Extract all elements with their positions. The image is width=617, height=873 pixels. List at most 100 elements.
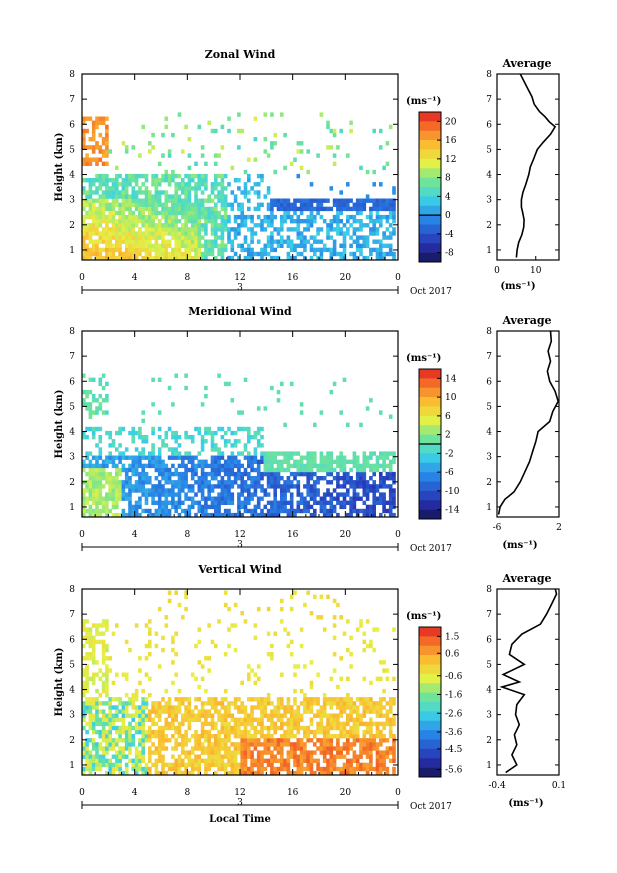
heatmap-cell	[138, 709, 142, 714]
heatmap-cell	[319, 713, 324, 718]
heatmap-cell	[85, 676, 89, 681]
heatmap-cell	[124, 725, 129, 731]
heatmap-cell	[266, 251, 271, 257]
heatmap-cell	[227, 116, 231, 121]
heatmap-cell	[82, 680, 86, 686]
heatmap-cell	[346, 693, 350, 698]
heatmap-cell	[233, 439, 238, 444]
heatmap-cell	[322, 627, 327, 632]
heatmap-cell	[210, 701, 215, 706]
heatmap-cell	[346, 717, 350, 722]
heatmap-cell	[108, 762, 112, 768]
heatmap-cell	[197, 202, 202, 207]
heatmap-cell	[164, 717, 169, 722]
heatmap-cell	[148, 758, 152, 763]
heatmap-cell	[293, 463, 297, 469]
heatmap-cell	[233, 476, 238, 481]
heatmap-cell	[161, 247, 165, 253]
heatmap-cell	[243, 734, 248, 739]
heatmap-cell	[379, 239, 383, 244]
heatmap-cell	[157, 709, 162, 714]
heatmap-cell	[250, 734, 254, 739]
heatmap-cell	[392, 227, 396, 232]
heatmap-cell	[118, 746, 122, 751]
y-tick: 3	[69, 453, 398, 463]
heatmap-cell	[339, 713, 343, 718]
profile-x-tick-label: 0	[494, 266, 500, 276]
heatmap-cell	[230, 713, 235, 718]
heatmap-cell	[111, 476, 116, 481]
heatmap-cell	[194, 455, 198, 460]
heatmap-cell	[105, 500, 109, 505]
heatmap-cell	[138, 705, 142, 710]
heatmap-cell	[105, 476, 109, 481]
heatmap-cell	[349, 512, 353, 518]
heatmap-cell	[326, 758, 330, 763]
heatmap-cell	[141, 746, 145, 751]
heatmap-cell	[227, 500, 231, 505]
heatmap-cell	[362, 729, 367, 735]
heatmap-cell	[352, 729, 357, 735]
heatmap-cell	[293, 590, 297, 595]
heatmap-cell	[339, 206, 343, 212]
heatmap-cell	[230, 484, 235, 489]
heatmap-cell	[306, 705, 310, 710]
heatmap-cell	[187, 701, 192, 706]
heatmap-cell	[342, 471, 347, 477]
heatmap-cell	[220, 186, 225, 191]
heatmap-cell	[184, 186, 188, 191]
heatmap-cell	[161, 476, 165, 481]
heatmap-cell	[91, 672, 96, 677]
heatmap-cell	[339, 725, 343, 731]
heatmap-cell	[98, 198, 103, 203]
heatmap-cell	[270, 512, 274, 518]
heatmap-cell	[309, 182, 314, 187]
heatmap-cell	[240, 488, 244, 493]
heatmap-cell	[82, 116, 86, 121]
heatmap-cell	[118, 173, 122, 179]
heatmap-cell	[332, 132, 337, 138]
heatmap-cell	[184, 239, 188, 244]
heatmap-cell	[286, 697, 291, 702]
colorbar-segment	[419, 252, 441, 263]
heatmap-cell	[286, 235, 291, 240]
colorbar-segment	[419, 702, 441, 712]
heatmap-cell	[303, 467, 307, 473]
heatmap-cell	[359, 202, 363, 207]
heatmap-cell	[128, 734, 132, 739]
x-tick-label: 4	[132, 530, 138, 540]
heatmap-cell	[266, 729, 271, 735]
date-day: 3	[237, 283, 243, 293]
heatmap-cell	[336, 219, 340, 224]
heatmap-cell	[372, 223, 376, 228]
heatmap-cell	[141, 223, 145, 228]
heatmap-cell	[161, 738, 165, 743]
heatmap-cell	[276, 770, 281, 776]
heatmap-cell	[319, 463, 324, 469]
heatmap-cell	[280, 758, 284, 763]
heatmap-cell	[346, 721, 350, 727]
heatmap-cell	[91, 410, 96, 415]
heatmap-cell	[217, 214, 221, 220]
heatmap-cell	[138, 235, 142, 240]
heatmap-cell	[85, 701, 89, 706]
colorbar-tick-label: -3.6	[445, 728, 463, 738]
heatmap-cell	[237, 463, 241, 469]
heatmap-cell	[95, 406, 99, 411]
heatmap-cell	[157, 251, 162, 257]
heatmap-cell	[223, 750, 228, 755]
heatmap-cell	[118, 451, 122, 456]
heatmap-cell	[250, 186, 254, 191]
heatmap-cell	[82, 488, 86, 493]
heatmap-cell	[194, 705, 198, 710]
heatmap-cell	[332, 754, 337, 759]
heatmap-cell	[220, 255, 225, 261]
heatmap-cell	[161, 214, 165, 220]
heatmap-cell	[101, 701, 106, 706]
heatmap-cell	[214, 721, 218, 727]
heatmap-cell	[273, 169, 277, 175]
heatmap-cell	[214, 500, 218, 505]
heatmap-cell	[276, 471, 281, 477]
heatmap-cell	[151, 178, 155, 183]
heatmap-cell	[134, 484, 139, 489]
